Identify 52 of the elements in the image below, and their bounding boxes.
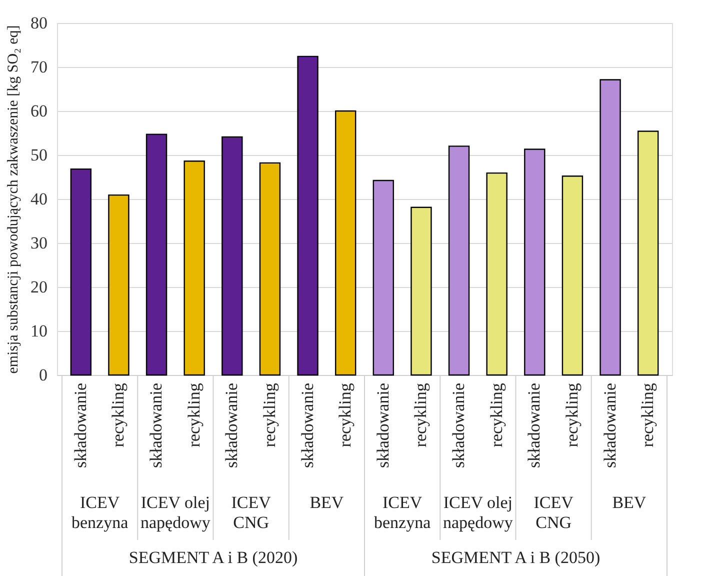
x-tick-label: recykling [638, 382, 658, 448]
y-tick-label: 0 [39, 366, 48, 384]
y-axis-title: emisja substancji powodujących zakwaszenie [kg SO₂ eq] [6, 25, 22, 374]
bar [259, 162, 281, 376]
x-tick-label: składowanie [600, 383, 620, 468]
bar [70, 168, 92, 376]
bar [410, 206, 432, 376]
bar [108, 194, 130, 376]
x-tick-label: recykling [562, 382, 582, 448]
bar [146, 134, 168, 376]
bar [486, 172, 508, 376]
text: ICEV benzyna [374, 493, 432, 532]
x-tick-label: składowanie [449, 383, 468, 468]
text: ICEV benzyna [71, 493, 129, 532]
x-tick-label: recykling [486, 382, 506, 448]
bar [448, 146, 470, 376]
x-tick-label: składowanie [70, 383, 90, 468]
text: SEGMENT A i B (2050) [431, 548, 600, 567]
bar [222, 136, 243, 376]
x-tick-label: składowanie [524, 383, 544, 468]
x-tick-label: składowanie [298, 383, 317, 468]
x-tick-label: recykling [108, 382, 128, 448]
bar [600, 79, 621, 376]
y-tick-label: 10 [30, 322, 48, 340]
text: ICEV olej napędowy [443, 493, 514, 532]
x-tick-label: recykling [336, 382, 355, 448]
y-tick-label: 40 [30, 190, 48, 208]
x-tick-label: recykling [260, 382, 279, 448]
x-tick-label: składowanie [146, 383, 166, 468]
bar [372, 180, 394, 376]
x-tick-label: składowanie [373, 383, 392, 468]
bar [334, 110, 356, 376]
y-tick-label: 20 [30, 278, 48, 296]
x-tick-label: recykling [184, 382, 204, 448]
text: ICEV olej napędowy [140, 493, 211, 532]
bar [562, 176, 584, 376]
bar [184, 160, 205, 376]
bar [637, 130, 659, 376]
y-tick-label: 70 [30, 58, 48, 76]
y-tick-label: 60 [30, 102, 48, 120]
y-tick-label: 30 [30, 234, 48, 252]
text: BEV [612, 493, 647, 512]
text: ICEV CNG [231, 493, 272, 532]
bar [297, 56, 318, 376]
bar [524, 148, 546, 376]
y-tick-label: 80 [30, 14, 48, 32]
x-tick-label: składowanie [222, 383, 242, 468]
y-tick-label: 50 [30, 146, 48, 164]
x-tick-label: recykling [411, 382, 430, 448]
text: BEV [310, 493, 344, 512]
text: ICEV CNG [534, 493, 574, 532]
text: SEGMENT A i B (2020) [128, 548, 298, 567]
